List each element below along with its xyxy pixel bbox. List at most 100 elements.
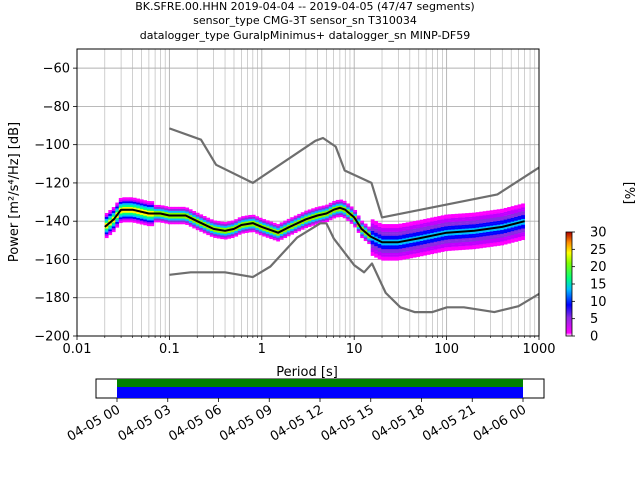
density-cell	[451, 248, 456, 251]
x-axis-ticks: 0.01 0.1 1 10 100 1000	[63, 336, 556, 357]
density-cell	[405, 249, 410, 252]
density-cell	[115, 202, 120, 205]
density-cell	[412, 224, 417, 227]
density-cell	[360, 232, 365, 235]
density-cell	[283, 235, 288, 239]
density-cell	[206, 221, 211, 224]
density-cell	[115, 225, 120, 228]
density-cell	[444, 245, 449, 248]
density-cell	[444, 226, 449, 229]
density-cell	[174, 210, 179, 213]
y-tick-label: −140	[34, 215, 70, 230]
density-cell	[384, 235, 389, 238]
density-cell	[416, 220, 421, 223]
density-cell	[479, 232, 483, 235]
density-cell	[213, 235, 218, 238]
density-cell	[377, 236, 382, 239]
density-cell	[146, 204, 151, 207]
density-cell	[356, 228, 361, 231]
density-cell	[479, 219, 483, 222]
density-cell	[440, 224, 445, 228]
density-cell	[503, 209, 508, 212]
density-cell	[472, 243, 477, 246]
density-cell	[503, 215, 508, 218]
density-cell	[451, 229, 456, 232]
density-cell	[423, 238, 428, 241]
density-cell	[517, 238, 522, 241]
density-cell	[465, 220, 470, 223]
density-cell	[472, 245, 477, 248]
density-cell	[265, 222, 270, 225]
density-cell	[489, 229, 494, 232]
density-cell	[458, 238, 463, 241]
density-cell	[500, 210, 504, 213]
density-cell	[482, 218, 487, 221]
density-cell	[440, 221, 445, 224]
density-cell	[465, 218, 470, 221]
density-cell	[437, 229, 442, 232]
density-cell	[143, 219, 148, 222]
density-cell	[202, 221, 207, 224]
density-cell	[405, 230, 410, 233]
density-cell	[381, 248, 386, 252]
density-cell	[426, 246, 431, 250]
density-cell	[496, 224, 501, 227]
density-cell	[405, 237, 410, 240]
density-cell	[493, 221, 497, 224]
density-cell	[493, 232, 497, 235]
density-cell	[507, 207, 511, 210]
density-cell	[426, 227, 431, 230]
density-cell	[213, 226, 218, 229]
density-cell	[395, 245, 400, 248]
density-cell	[220, 236, 225, 240]
density-cell	[482, 222, 487, 225]
density-cell	[465, 213, 470, 216]
density-cell	[482, 230, 487, 233]
density-cell	[353, 213, 358, 216]
density-cell	[461, 243, 466, 247]
density-cell	[482, 241, 487, 244]
density-cell	[248, 220, 253, 223]
density-cell	[426, 218, 431, 221]
density-cell	[461, 240, 466, 243]
density-cell	[482, 215, 487, 218]
density-cell	[143, 204, 148, 207]
density-cell	[129, 197, 134, 200]
density-cell	[517, 217, 522, 220]
density-cell	[458, 246, 463, 249]
density-cell	[206, 232, 211, 236]
density-cell	[388, 227, 393, 231]
density-cell	[377, 226, 382, 229]
density-cell	[178, 220, 183, 223]
density-cell	[104, 230, 109, 233]
density-cell	[521, 228, 525, 231]
density-cell	[388, 225, 393, 229]
density-cell	[395, 227, 400, 231]
density-cell	[426, 231, 431, 234]
density-cell	[311, 208, 316, 211]
density-cell	[500, 220, 504, 223]
density-cell	[461, 245, 466, 248]
density-cell	[269, 223, 274, 226]
density-cell	[230, 235, 235, 238]
density-cell	[405, 226, 410, 229]
density-cell	[202, 217, 207, 221]
density-cell	[300, 227, 305, 230]
density-cell	[223, 231, 228, 234]
density-cell	[188, 218, 193, 221]
density-cell	[388, 245, 393, 248]
density-cell	[496, 234, 501, 237]
density-cell	[216, 226, 221, 229]
density-cell	[139, 218, 144, 221]
density-cell	[423, 220, 428, 223]
density-cell	[521, 235, 525, 239]
density-cell	[468, 216, 473, 219]
density-cell	[195, 222, 200, 225]
density-cell	[514, 233, 518, 237]
density-cell	[493, 225, 497, 228]
density-cell	[402, 238, 407, 241]
density-cell	[405, 233, 410, 236]
density-cell	[346, 209, 351, 212]
density-cell	[384, 231, 389, 234]
density-cell	[262, 232, 267, 235]
